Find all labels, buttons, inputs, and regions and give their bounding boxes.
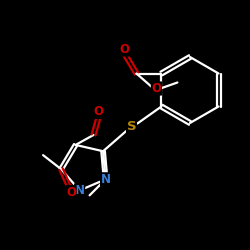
Text: O: O	[152, 82, 162, 95]
Text: O: O	[120, 43, 130, 56]
Text: S: S	[126, 120, 136, 133]
Text: N: N	[100, 173, 110, 186]
Text: N: N	[75, 184, 85, 197]
Text: O: O	[66, 186, 76, 199]
Text: O: O	[94, 106, 104, 118]
